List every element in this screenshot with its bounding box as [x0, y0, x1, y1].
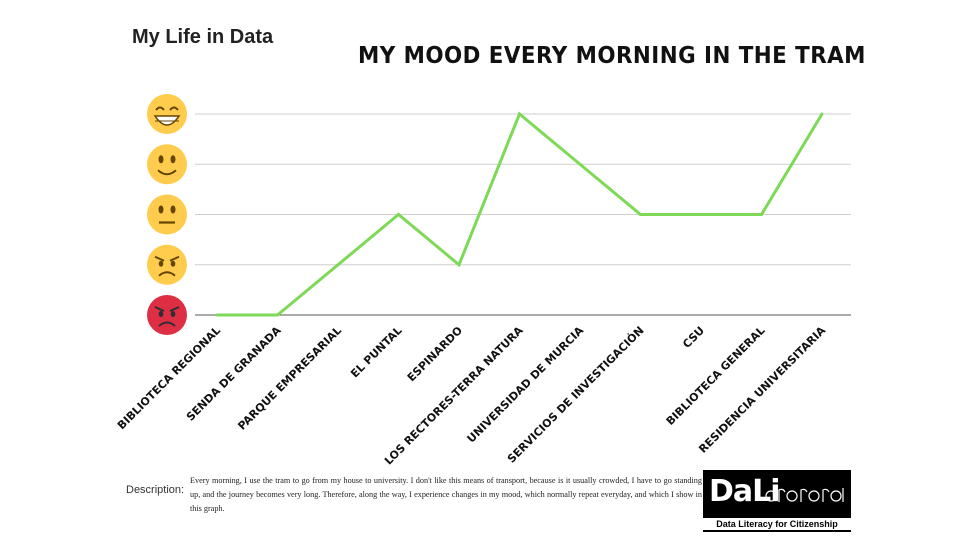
x-tick-label: PARQUE EMPRESARIAL [235, 324, 344, 433]
x-tick-label: SERVICIOS DE INVESTIGACIÓN [505, 324, 647, 466]
logo-doodle-icon [765, 488, 844, 502]
data-point [397, 213, 400, 216]
angry-face-icon [147, 244, 187, 285]
data-point [820, 112, 824, 116]
neutral-face-icon [147, 194, 187, 235]
data-point [276, 313, 279, 317]
x-tick-label: EL PUNTAL [348, 324, 404, 380]
data-point [699, 213, 703, 216]
x-tick-label: BIBLIOTECA GENERAL [664, 324, 768, 428]
description-label: Description: [126, 484, 185, 496]
slightly-smiling-face-icon [147, 144, 187, 185]
angry-red-face-icon [147, 295, 187, 335]
page-title: My Life in Data [132, 26, 274, 48]
grinning-face-icon [147, 94, 187, 134]
dali-logo: DaLi Data Literacy for Citizenship [703, 470, 851, 532]
x-tick-label: ESPINARDO [405, 324, 465, 384]
x-tick-label: CSU [680, 324, 707, 351]
description-text: Every morning, I use the tram to go from… [190, 476, 702, 513]
data-point [578, 162, 582, 166]
chart-title: MY MOOD EVERY MORNING IN THE TRAM [358, 43, 866, 69]
data-point [215, 313, 219, 317]
data-point [457, 263, 461, 267]
x-tick-label: UNIVERSIDAD DE MURCIA [465, 324, 587, 446]
x-tick-label: RESIDENCIA UNIVERSITARIA [696, 324, 828, 456]
data-point [518, 112, 521, 116]
data-point [639, 213, 642, 216]
logo-tagline: Data Literacy for Citizenship [703, 518, 851, 530]
x-tick-label: BIBLIOTECA REGIONAL [115, 324, 223, 432]
data-point [336, 263, 340, 267]
data-point [760, 213, 763, 216]
